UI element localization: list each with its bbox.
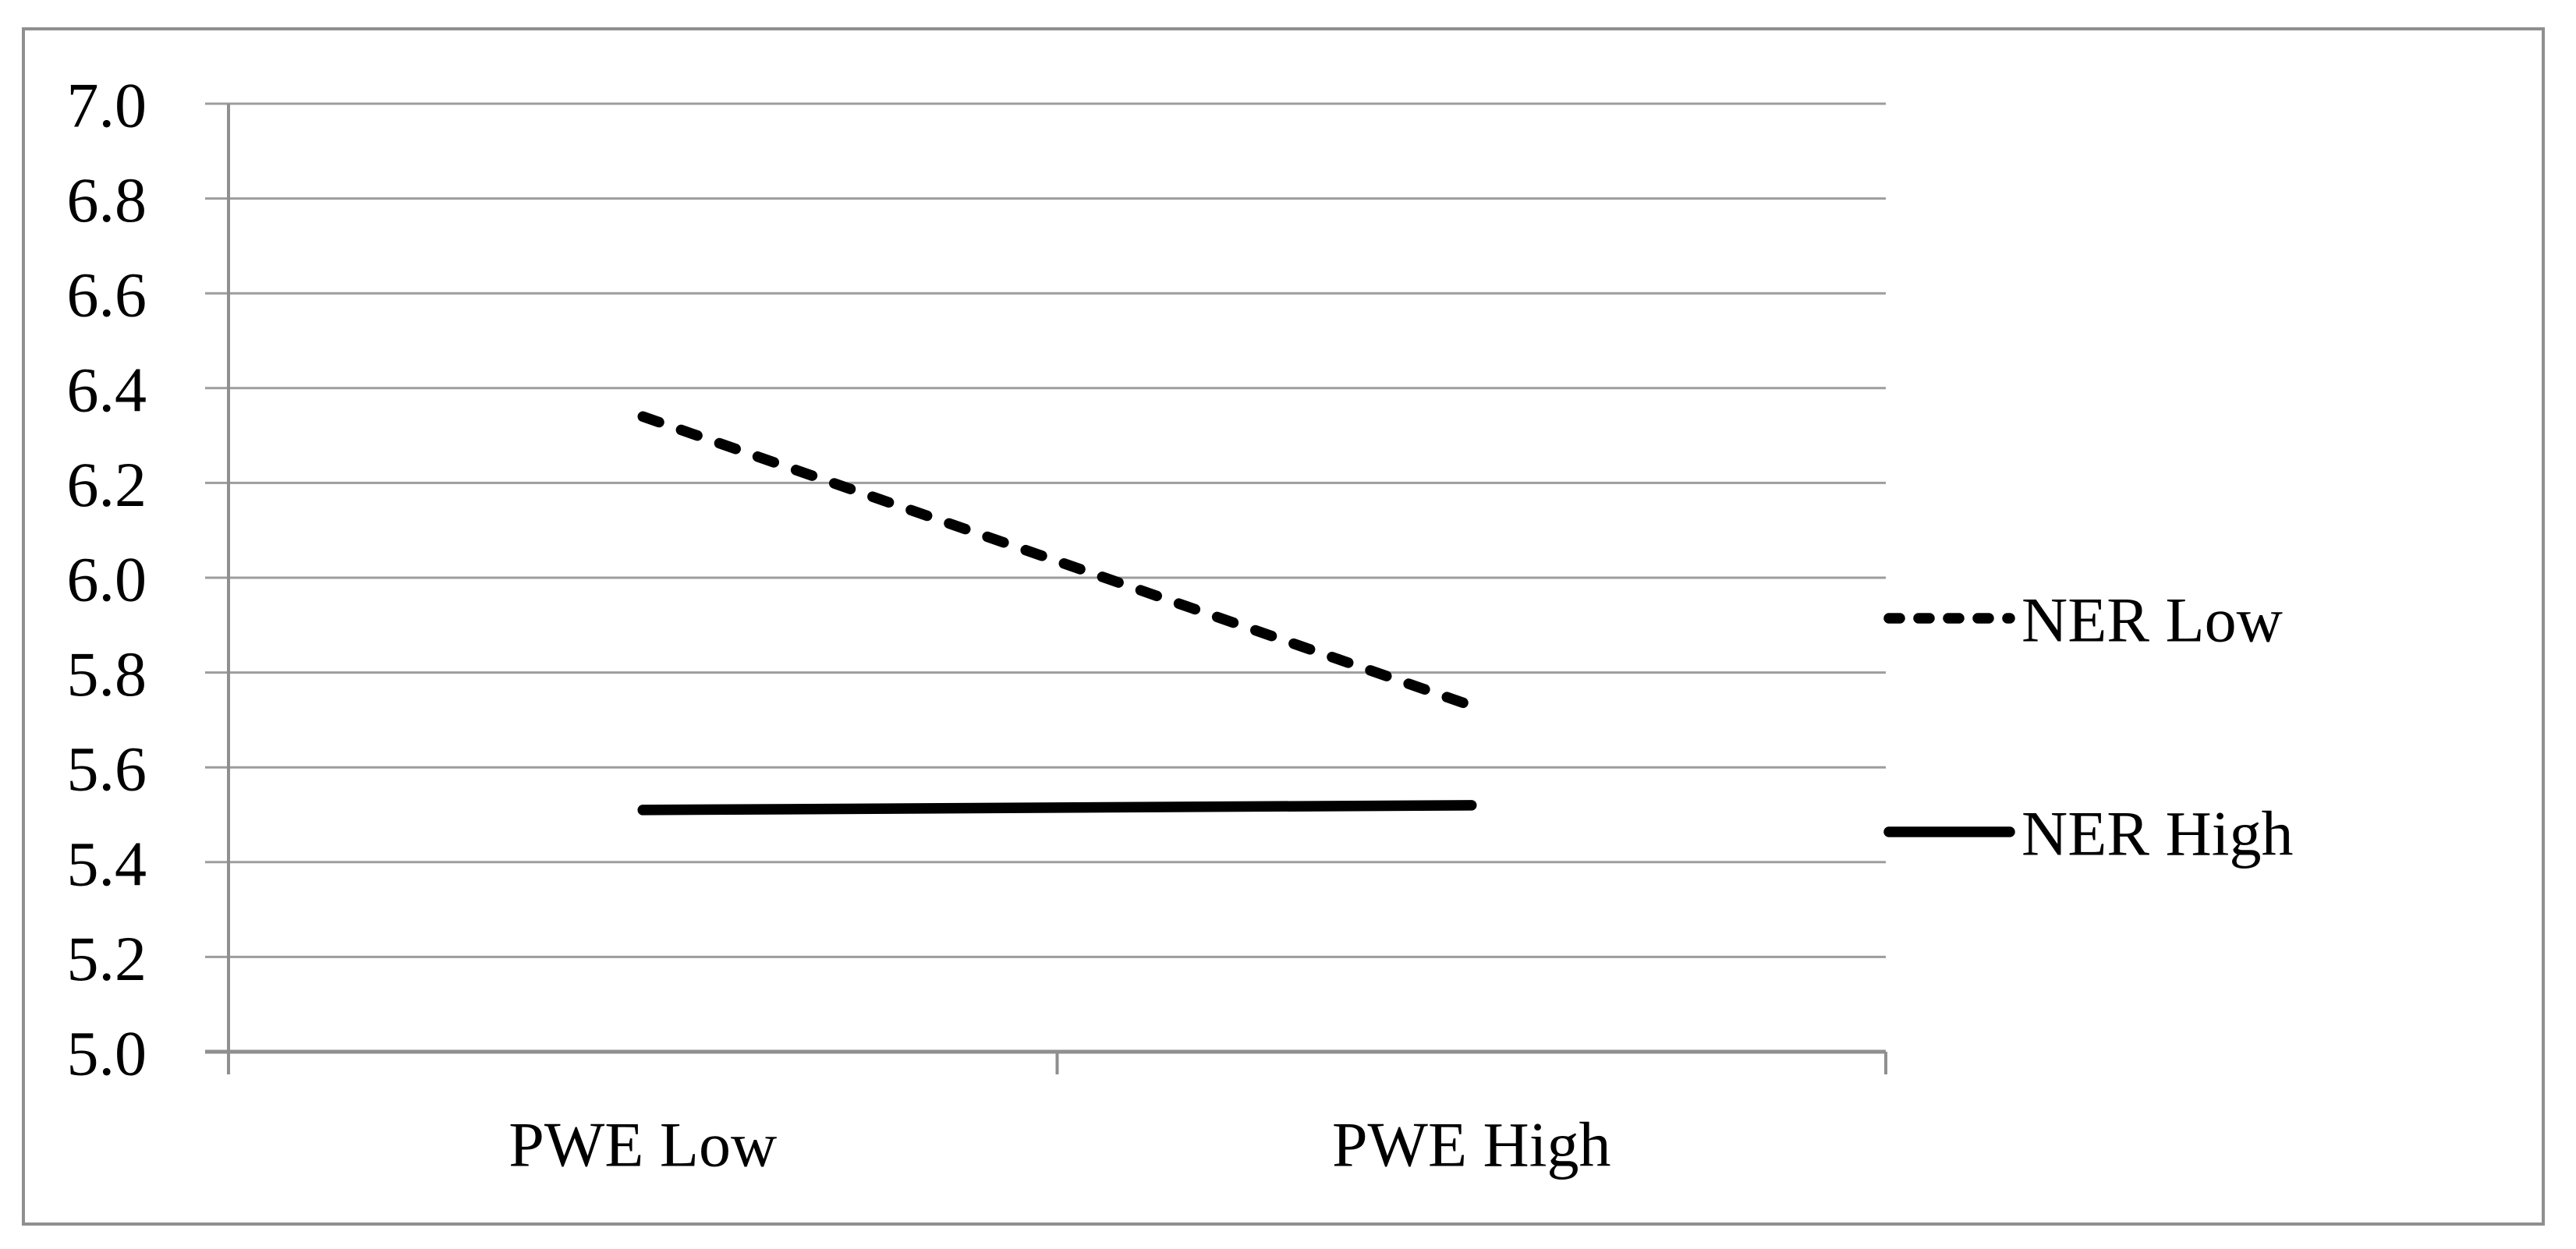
chart-frame-border [22, 27, 2545, 1226]
y-tick-label: 5.8 [67, 639, 147, 709]
legend-label: NER High [2021, 798, 2294, 869]
y-tick-label: 6.2 [67, 449, 147, 520]
y-tick-label: 7.0 [67, 70, 147, 141]
legend-label: NER Low [2021, 585, 2283, 656]
y-tick-label: 5.2 [67, 923, 147, 994]
y-tick-label: 5.4 [67, 828, 147, 899]
y-tick-label: 6.8 [67, 165, 147, 235]
x-axis-label: PWE High [1332, 1109, 1611, 1180]
series-line-ner-high [637, 800, 1477, 816]
y-tick-label: 6.4 [67, 354, 147, 425]
y-tick-label: 6.0 [67, 544, 147, 615]
x-axis-label: PWE Low [508, 1109, 777, 1180]
gridlines-group [205, 102, 1886, 958]
y-tick-labels-group: 7.0 6.8 6.6 6.4 6.2 6.0 5.8 5.6 5.4 5.2 5.0 [67, 70, 147, 1089]
series-line-ner-low [637, 411, 1477, 711]
axes-group [205, 104, 1887, 1074]
y-tick-label: 6.6 [67, 260, 147, 331]
legend: NER Low NER High [1883, 585, 2294, 869]
x-axis-labels-group: PWE Low PWE High [508, 1109, 1610, 1180]
legend-item: NER Low [1883, 585, 2283, 656]
series-group [637, 411, 1477, 816]
y-tick-label: 5.0 [67, 1018, 147, 1089]
legend-item: NER High [1883, 798, 2294, 869]
y-tick-label: 5.6 [67, 734, 147, 805]
